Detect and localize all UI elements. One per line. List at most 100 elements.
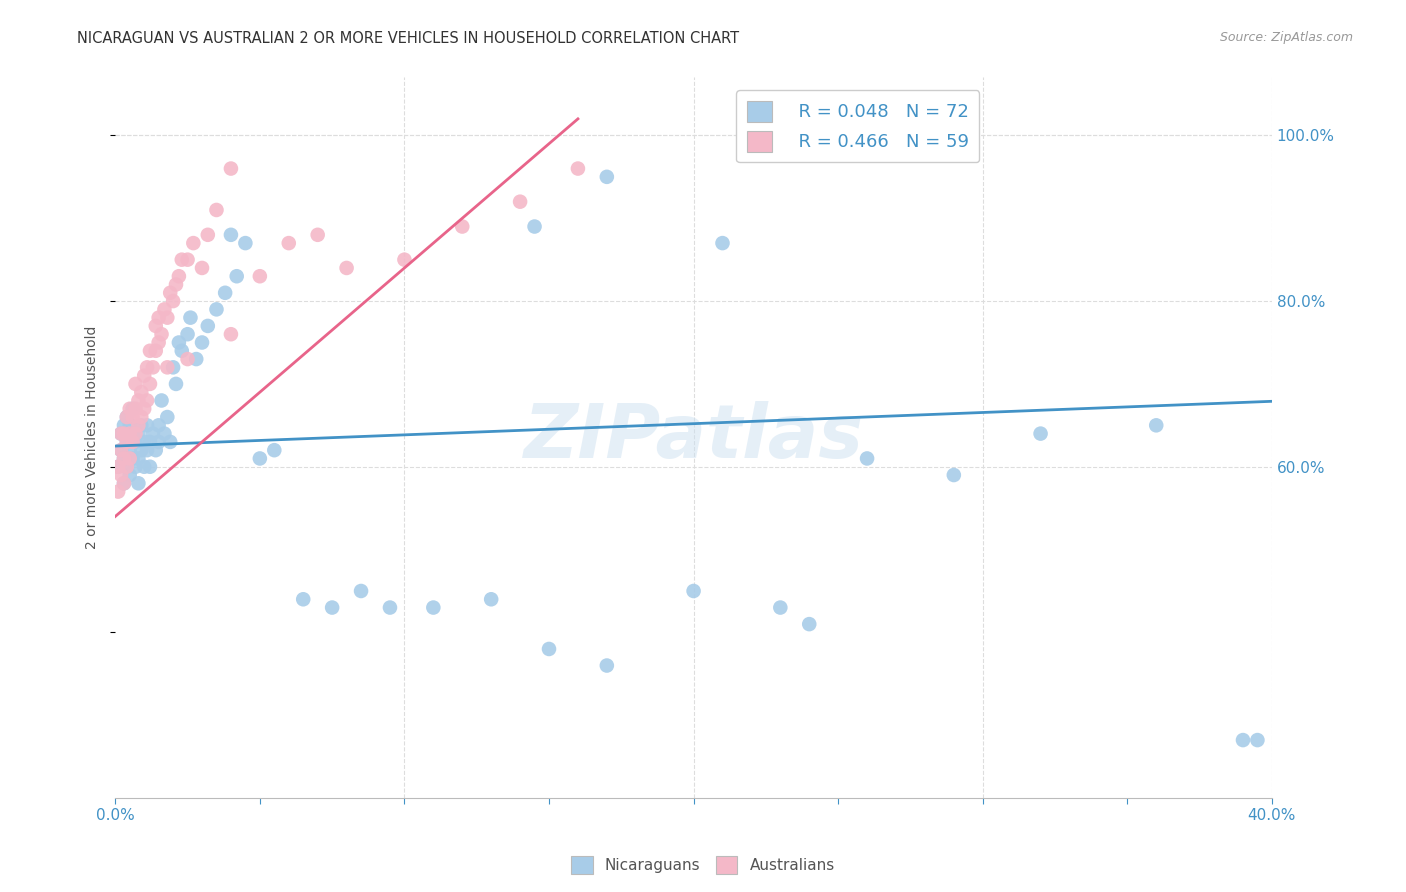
Point: [129, 418, 152, 433]
Point: [124, 434, 146, 449]
Point: [336, 260, 359, 275]
Point: [145, 318, 167, 333]
Point: [118, 418, 141, 433]
Point: [165, 277, 187, 292]
Point: [112, 451, 135, 466]
Point: [176, 252, 198, 267]
Point: [422, 600, 444, 615]
Point: [179, 310, 201, 325]
Point: [176, 327, 198, 342]
Point: [596, 169, 619, 184]
Point: [176, 352, 198, 367]
Point: [110, 443, 132, 458]
Point: [115, 434, 138, 449]
Point: [167, 335, 190, 350]
Point: [856, 451, 879, 466]
Point: [121, 451, 143, 466]
Point: [159, 285, 181, 300]
Point: [129, 385, 152, 400]
Point: [219, 227, 242, 242]
Point: [139, 343, 162, 358]
Point: [118, 451, 141, 466]
Point: [162, 360, 184, 375]
Point: [127, 393, 149, 408]
Point: [197, 318, 219, 333]
Point: [150, 327, 173, 342]
Y-axis label: 2 or more Vehicles in Household: 2 or more Vehicles in Household: [86, 326, 100, 549]
Point: [134, 459, 156, 474]
Point: [769, 600, 792, 615]
Point: [479, 592, 502, 607]
Point: [1144, 418, 1167, 433]
Point: [183, 236, 205, 251]
Point: [523, 219, 546, 234]
Point: [394, 252, 416, 267]
Point: [321, 600, 343, 615]
Point: [162, 294, 184, 309]
Point: [307, 227, 329, 242]
Point: [682, 584, 704, 599]
Point: [350, 584, 373, 599]
Point: [124, 459, 146, 474]
Point: [110, 426, 132, 441]
Point: [1232, 733, 1254, 747]
Point: [112, 476, 135, 491]
Point: [153, 426, 176, 441]
Point: [1029, 426, 1052, 441]
Point: [112, 476, 135, 491]
Point: [191, 335, 214, 350]
Point: [110, 468, 132, 483]
Point: [112, 426, 135, 441]
Point: [249, 451, 271, 466]
Point: [112, 418, 135, 433]
Point: [115, 410, 138, 425]
Point: [121, 426, 143, 441]
Point: [159, 434, 181, 449]
Point: [121, 434, 143, 449]
Point: [799, 617, 821, 632]
Point: [711, 236, 734, 251]
Point: [165, 376, 187, 391]
Point: [136, 393, 159, 408]
Text: ZIPatlas: ZIPatlas: [523, 401, 863, 475]
Point: [197, 227, 219, 242]
Point: [596, 658, 619, 673]
Point: [124, 401, 146, 416]
Point: [145, 343, 167, 358]
Point: [1246, 733, 1268, 747]
Point: [142, 360, 165, 375]
Legend:   R = 0.048   N = 72,   R = 0.466   N = 59: R = 0.048 N = 72, R = 0.466 N = 59: [737, 90, 980, 162]
Point: [129, 443, 152, 458]
Point: [150, 393, 173, 408]
Point: [219, 161, 242, 176]
Point: [142, 426, 165, 441]
Point: [148, 418, 170, 433]
Point: [537, 642, 560, 657]
Point: [121, 410, 143, 425]
Point: [156, 310, 179, 325]
Point: [127, 476, 149, 491]
Point: [191, 260, 214, 275]
Point: [118, 468, 141, 483]
Point: [127, 451, 149, 466]
Point: [249, 269, 271, 284]
Point: [292, 592, 315, 607]
Point: [145, 443, 167, 458]
Point: [124, 376, 146, 391]
Point: [115, 459, 138, 474]
Point: [110, 443, 132, 458]
Point: [186, 352, 208, 367]
Point: [263, 443, 285, 458]
Point: [115, 434, 138, 449]
Point: [118, 426, 141, 441]
Point: [378, 600, 401, 615]
Point: [277, 236, 299, 251]
Point: [127, 418, 149, 433]
Point: [156, 410, 179, 425]
Point: [451, 219, 474, 234]
Point: [134, 434, 156, 449]
Point: [139, 376, 162, 391]
Point: [170, 343, 193, 358]
Point: [205, 202, 228, 217]
Point: [134, 368, 156, 383]
